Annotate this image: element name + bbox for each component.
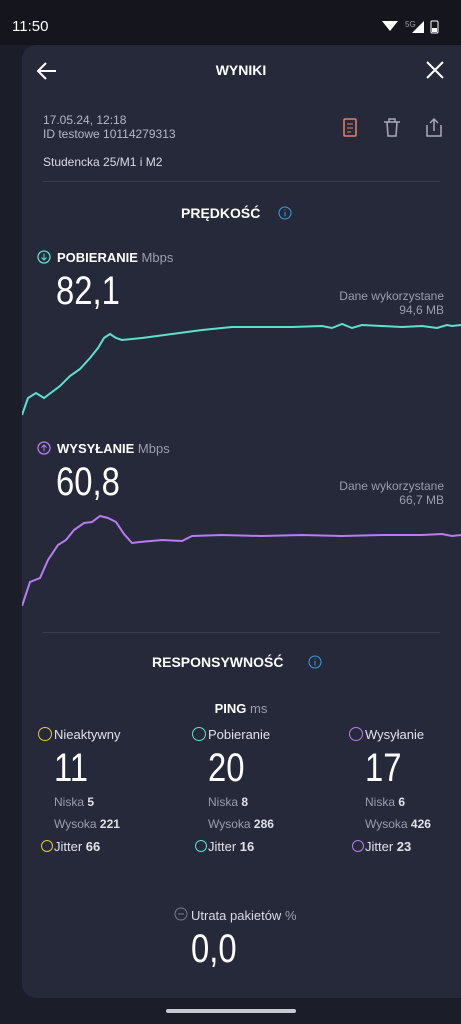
upload-label-text: WYSYŁANIE xyxy=(57,441,135,456)
ping-column-label: Nieaktywny xyxy=(54,727,121,742)
info-icon[interactable] xyxy=(278,206,292,220)
separator xyxy=(43,181,440,182)
stat-value: 5 xyxy=(87,795,95,809)
ping-column-label: Wysyłanie xyxy=(365,727,425,742)
packet-loss-label-text: Utrata pakietów xyxy=(191,908,282,923)
stat-label: Wysoka xyxy=(365,817,408,831)
stat-value: 286 xyxy=(253,817,274,831)
ping-low: Niska 8 xyxy=(208,796,248,808)
packet-loss-value: 0,0 xyxy=(191,927,237,971)
ping-low: Niska 6 xyxy=(365,796,405,808)
upload-icon xyxy=(37,441,51,455)
ping-column-label: Pobieranie xyxy=(208,727,271,742)
ping-value: 20 xyxy=(208,746,245,790)
stat-label: Niska xyxy=(54,795,85,809)
stat-label: Jitter xyxy=(208,839,237,854)
ping-jitter: Jitter 16 xyxy=(208,840,254,853)
download-data-label: Dane wykorzystane xyxy=(339,289,444,303)
ping-high: Wysoka 221 xyxy=(54,818,120,830)
stat-label: Niska xyxy=(365,795,396,809)
download-value: 82,1 xyxy=(56,269,120,313)
download-graph xyxy=(22,322,461,416)
back-button[interactable] xyxy=(36,60,58,82)
ping-jitter: Jitter 23 xyxy=(365,840,411,853)
ping-unit: ms xyxy=(250,701,268,716)
stat-label: Jitter xyxy=(365,839,394,854)
home-indicator xyxy=(166,1009,296,1013)
separator xyxy=(43,632,440,633)
results-card xyxy=(22,45,461,998)
download-unit: Mbps xyxy=(141,250,174,265)
stat-value: 16 xyxy=(239,839,255,854)
upload-graph xyxy=(22,514,461,607)
ping-value: 11 xyxy=(54,746,89,790)
ping-high: Wysoka 286 xyxy=(208,818,274,830)
ping-low: Niska 5 xyxy=(54,796,94,808)
ping-label: PING ms xyxy=(0,702,461,715)
ping-value: 17 xyxy=(365,746,402,790)
upload-value: 60,8 xyxy=(56,460,120,504)
stat-value: 66 xyxy=(85,839,101,854)
speed-title: PRĘDKOŚĆ xyxy=(181,205,261,221)
action-icons[interactable] xyxy=(340,116,450,140)
stat-value: 6 xyxy=(398,795,406,809)
download-label: POBIERANIE Mbps xyxy=(57,251,173,264)
download-icon xyxy=(37,250,51,264)
ping-icon xyxy=(349,727,363,741)
stat-label: Niska xyxy=(208,795,239,809)
upload-label: WYSYŁANIE Mbps xyxy=(57,442,170,455)
upload-data-used: 66,7 MB xyxy=(399,493,444,507)
upload-unit: Mbps xyxy=(137,441,170,456)
network-type: 5G xyxy=(405,20,416,29)
responsiveness-title: RESPONSYWNOŚĆ xyxy=(152,654,284,670)
stat-value: 8 xyxy=(241,795,249,809)
header-title: WYNIKI xyxy=(215,62,267,78)
status-time: 11:50 xyxy=(12,18,49,35)
upload-data-label: Dane wykorzystane xyxy=(339,479,444,493)
jitter-icon xyxy=(41,840,53,852)
download-data-used: 94,6 MB xyxy=(399,303,444,317)
close-button[interactable] xyxy=(425,60,445,80)
test-location: Studencka 25/M1 i M2 xyxy=(43,155,163,169)
ping-icon xyxy=(192,727,206,741)
stat-label: Wysoka xyxy=(208,817,251,831)
packet-loss-icon xyxy=(174,907,188,921)
stat-label: Wysoka xyxy=(54,817,97,831)
packet-loss-unit: % xyxy=(284,908,297,923)
ping-high: Wysoka 426 xyxy=(365,818,431,830)
test-id: ID testowe 10114279313 xyxy=(43,127,176,141)
stat-value: 23 xyxy=(396,839,412,854)
ping-icon xyxy=(38,727,52,741)
status-icons xyxy=(382,20,439,34)
packet-loss-label: Utrata pakietów % xyxy=(191,909,297,922)
download-label-text: POBIERANIE xyxy=(57,250,138,265)
jitter-icon xyxy=(195,840,207,852)
info-icon[interactable] xyxy=(308,655,322,669)
stat-value: 221 xyxy=(99,817,120,831)
stat-label: Jitter xyxy=(54,839,83,854)
jitter-icon xyxy=(352,840,364,852)
ping-label-text: PING xyxy=(214,701,247,716)
stat-value: 426 xyxy=(410,817,431,831)
test-datetime: 17.05.24, 12:18 xyxy=(43,113,127,127)
ping-jitter: Jitter 66 xyxy=(54,840,100,853)
